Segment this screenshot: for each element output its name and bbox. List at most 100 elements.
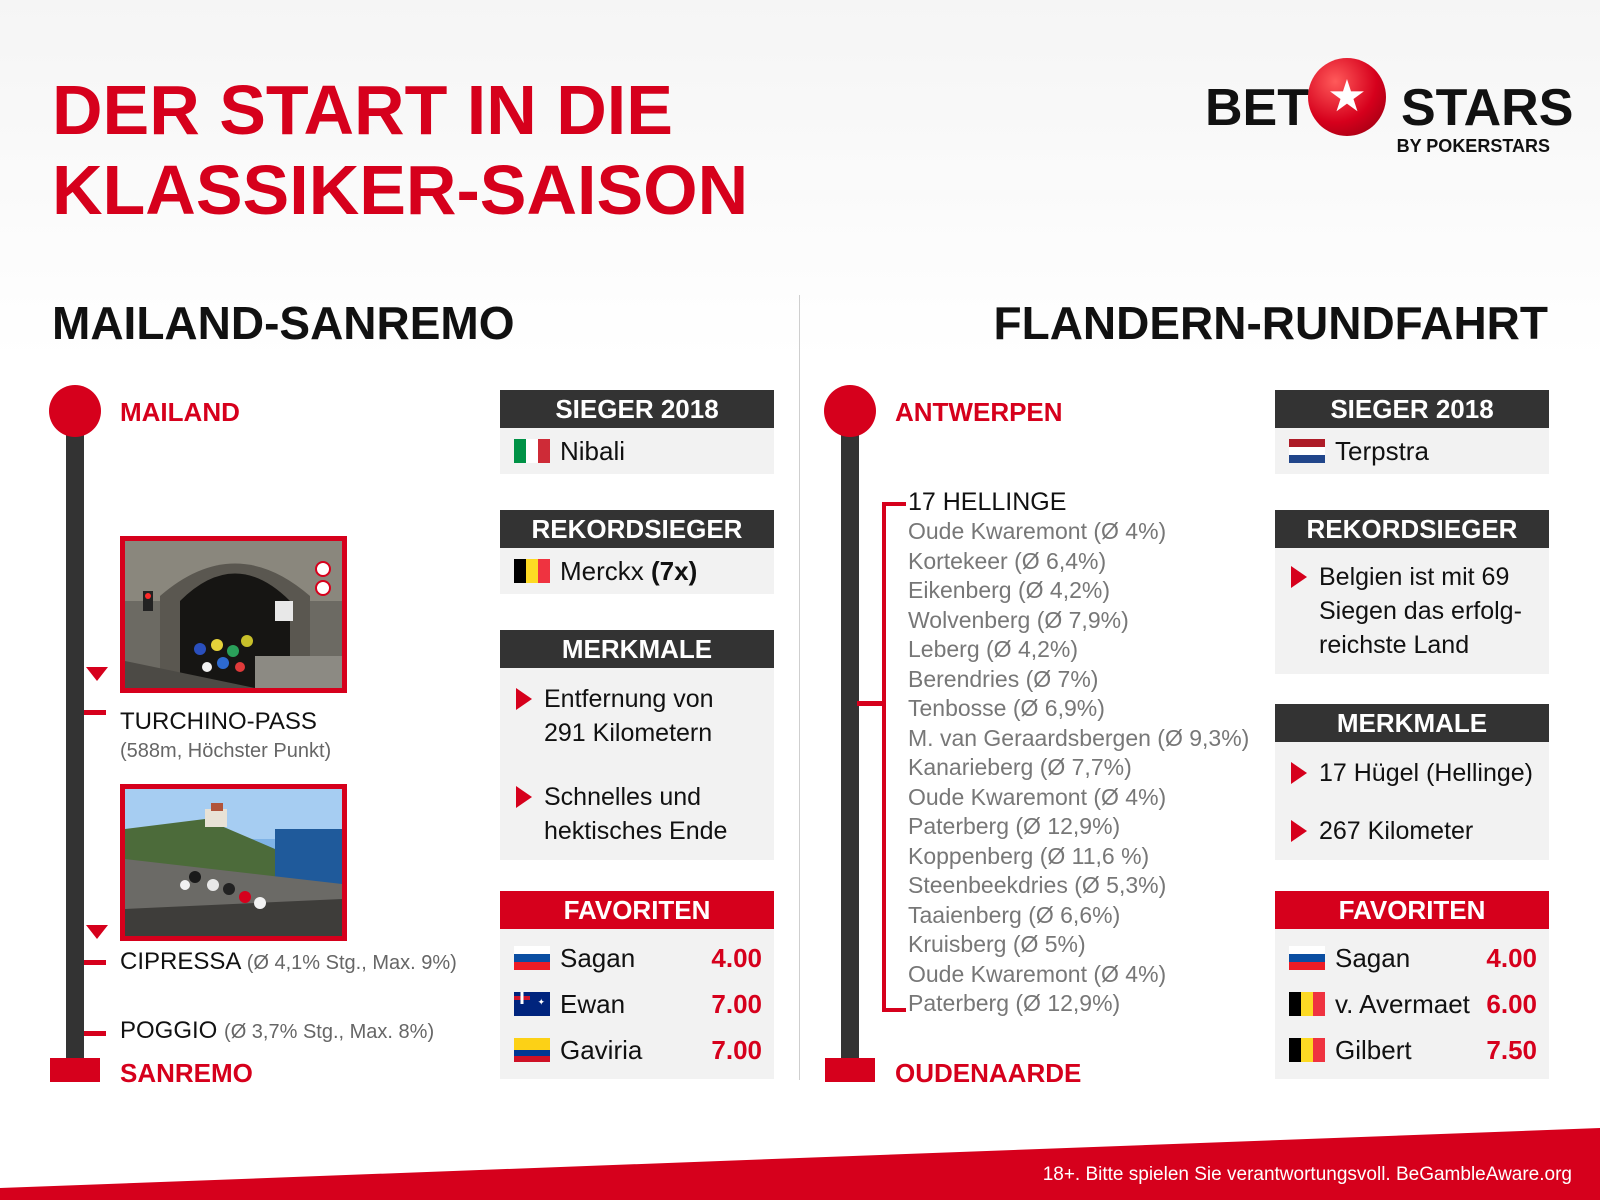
page-title-line-2: KLASSIKER-SAISON	[52, 151, 749, 229]
helling-item: Kortekeer (Ø 6,4%)	[908, 547, 1107, 574]
rekordsieger-header: REKORDSIEGER	[1275, 510, 1549, 548]
merkmale-header: MERKMALE	[500, 630, 774, 668]
favorit-name: v. Avermaet	[1335, 988, 1470, 1019]
rekord-bullet: Belgien ist mit 69 Siegen das erfolg- re…	[1275, 560, 1549, 662]
favoriten-header: FAVORITEN	[500, 891, 774, 929]
favoriten-body: Sagan 4.00 v. Avermaet 6.00 Gilbert 7.50	[1275, 929, 1549, 1079]
merkmale-box-right: MERKMALE 17 Hügel (Hellinge) 267 Kilomet…	[1275, 704, 1549, 860]
merkmal-1-line1: Entfernung von	[544, 685, 714, 713]
sieger-body: Terpstra	[1275, 428, 1549, 474]
merkmal-2-line1: Schnelles und	[544, 783, 702, 811]
coast-image	[125, 789, 342, 936]
footer-band	[0, 1128, 1600, 1200]
column-divider	[799, 295, 800, 1080]
favoriten-box-left: FAVORITEN Sagan 4.00 ✦ Ewan 7.00 Gaviria…	[500, 891, 774, 1079]
rekordsieger-body: Belgien ist mit 69 Siegen das erfolg- re…	[1275, 548, 1549, 674]
start-marker-right	[824, 385, 876, 437]
sieger-body: Nibali	[500, 428, 774, 474]
poggio-tick	[84, 1031, 106, 1036]
favorit-odd: 7.00	[711, 988, 762, 1019]
tunnel-image	[125, 541, 342, 688]
arrow-right-icon	[516, 786, 532, 808]
sieger-name: Terpstra	[1335, 435, 1429, 466]
rekordsieger-header: REKORDSIEGER	[500, 510, 774, 548]
sieger-box-left: SIEGER 2018 Nibali	[500, 390, 774, 474]
colombia-flag	[514, 1038, 550, 1062]
favorit-odd: 6.00	[1486, 988, 1537, 1019]
helling-item: Paterberg (Ø 12,9%)	[908, 990, 1121, 1016]
start-marker	[49, 385, 101, 437]
favorit-row: Sagan 4.00	[500, 935, 774, 981]
end-marker-right	[825, 1058, 875, 1082]
merkmal-item: 17 Hügel (Hellinge)	[1275, 756, 1549, 790]
hellinge-header: 17 HELLINGE	[908, 488, 1067, 516]
favorit-name: Ewan	[560, 988, 626, 1019]
merkmal-item: 267 Kilometer	[1275, 814, 1549, 848]
rekordsieger-name-wrap: Merckx (7x)	[560, 556, 762, 587]
stop-poggio: POGGIO (Ø 3,7% Stg., Max. 8%)	[120, 1017, 434, 1046]
sieger-name: Nibali	[560, 435, 626, 466]
helling-item: Oude Kwaremont (Ø 4%)	[908, 783, 1167, 810]
logo-text-bet: BET	[1205, 79, 1309, 137]
sieger-header: SIEGER 2018	[1275, 390, 1549, 428]
star-icon: ★	[1327, 72, 1367, 121]
betstars-logo[interactable]: BET ★ STARS BY POKERSTARS	[1205, 58, 1573, 158]
favorit-odd: 4.00	[1486, 942, 1537, 973]
hellinge-items: Oude Kwaremont (Ø 4%) Kortekeer (Ø 6,4%) E…	[908, 517, 1249, 1019]
helling-item: Kruisberg (Ø 5%)	[908, 931, 1086, 957]
rekordsieger-count: (7x)	[651, 555, 698, 586]
merkmale-header: MERKMALE	[1275, 704, 1549, 742]
favorit-odd: 4.00	[711, 942, 762, 973]
logo-ball: ★	[1308, 58, 1386, 136]
merkmale-body: Entfernung von 291 Kilometern Schnelles u…	[500, 668, 774, 860]
sieger-header: SIEGER 2018	[500, 390, 774, 428]
sieger-box-right: SIEGER 2018 Terpstra	[1275, 390, 1549, 474]
start-city-right: ANTWERPEN	[895, 397, 1063, 427]
section-title-left: MAILAND-SANREMO	[52, 297, 515, 349]
belgium-flag	[514, 559, 550, 583]
merkmale-box-left: MERKMALE Entfernung von 291 Kilometern Sc…	[500, 630, 774, 860]
route-line-right	[841, 410, 859, 1070]
stop-cipressa: CIPRESSA (Ø 4,1% Stg., Max. 9%)	[120, 948, 457, 977]
favoriten-body: Sagan 4.00 ✦ Ewan 7.00 Gaviria 7.00	[500, 929, 774, 1079]
stop-turchino-name: TURCHINO-PASS	[120, 708, 317, 735]
helling-item: M. van Geraardsbergen (Ø 9,3%)	[908, 724, 1250, 751]
cipressa-marker-icon	[86, 925, 108, 939]
stop-cipressa-name: CIPRESSA	[120, 948, 241, 975]
helling-item: Kanarieberg (Ø 7,7%)	[908, 754, 1132, 780]
rekordsieger-name: Merckx	[560, 555, 644, 586]
hellinge-list: 17 HELLINGE Oude Kwaremont (Ø 4%) Korteke…	[908, 488, 1249, 1019]
page-title-line-1: DER START IN DIE	[52, 71, 673, 149]
merkmal-item: Schnelles und hektisches Ende	[500, 780, 774, 848]
slovakia-flag	[1289, 946, 1325, 970]
favorit-name: Gaviria	[560, 1034, 643, 1065]
favorit-row: Gilbert 7.50	[1275, 1027, 1549, 1073]
merkmal-item: Entfernung von 291 Kilometern	[500, 682, 774, 750]
favorit-row: Gaviria 7.00	[500, 1027, 774, 1073]
rekord-line2: Siegen das erfolg-	[1319, 597, 1522, 625]
favorit-odd: 7.00	[711, 1034, 762, 1065]
merkmal-1-line2: 291 Kilometern	[544, 719, 713, 747]
favoriten-box-right: FAVORITEN Sagan 4.00 v. Avermaet 6.00 Gi…	[1275, 891, 1549, 1079]
end-marker	[50, 1058, 100, 1082]
helling-item: Taaienberg (Ø 6,6%)	[908, 901, 1121, 928]
photo-cipressa-coast	[120, 784, 347, 941]
merkmale-body: 17 Hügel (Hellinge) 267 Kilometer	[1275, 742, 1549, 860]
belgium-flag	[1289, 992, 1325, 1016]
helling-item: Eikenberg (Ø 4,2%)	[908, 577, 1110, 603]
helling-item: Oude Kwaremont (Ø 4%)	[908, 518, 1167, 544]
merkmal-2: 267 Kilometer	[1319, 817, 1474, 845]
italy-flag	[514, 439, 550, 463]
turchino-marker-icon	[86, 667, 108, 681]
helling-item: Oude Kwaremont (Ø 4%)	[908, 960, 1167, 987]
favorit-row: ✦ Ewan 7.00	[500, 981, 774, 1027]
favorit-row: Sagan 4.00	[1275, 935, 1549, 981]
rekordsieger-box-left: REKORDSIEGER Merckx (7x)	[500, 510, 774, 594]
helling-item: Paterberg (Ø 12,9%)	[908, 813, 1121, 839]
section-title-right: FLANDERN-RUNDFAHRT	[993, 297, 1549, 349]
favoriten-header: FAVORITEN	[1275, 891, 1549, 929]
footer-disclaimer[interactable]: 18+. Bitte spielen Sie verantwortungsvol…	[1042, 1164, 1572, 1185]
logo-text-stars: STARS	[1401, 79, 1574, 137]
turchino-tick	[84, 710, 106, 715]
helling-item: Koppenberg (Ø 11,6 %)	[908, 842, 1150, 869]
